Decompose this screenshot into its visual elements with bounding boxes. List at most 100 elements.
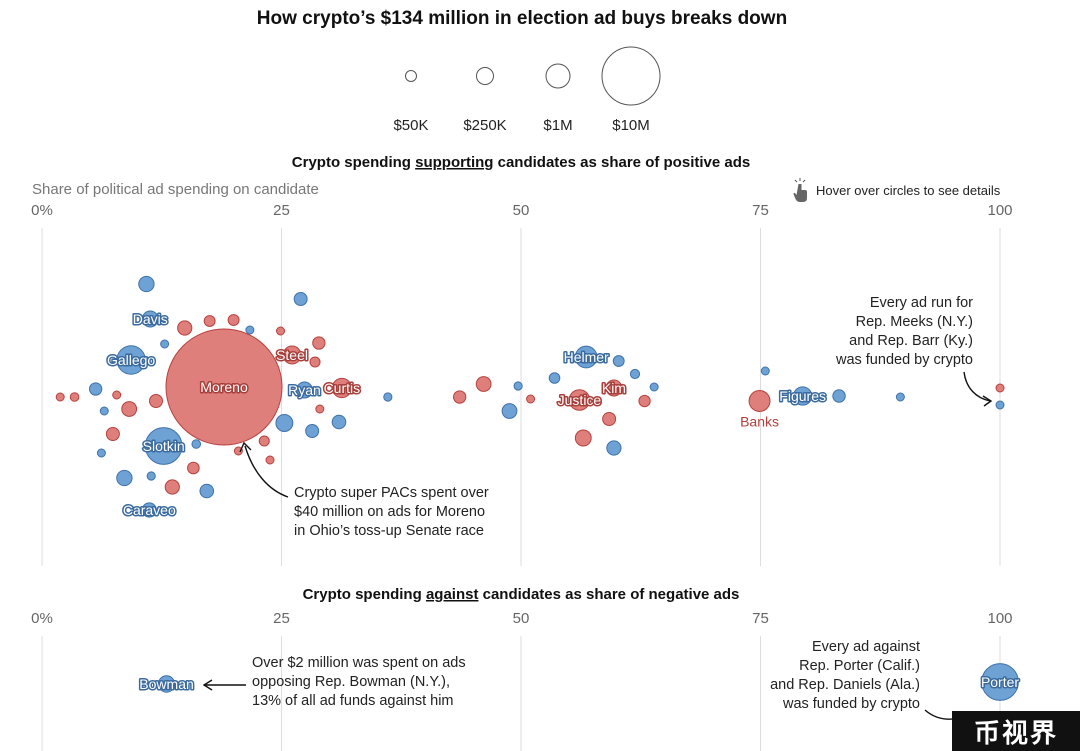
bubble-blue-14[interactable] [995,400,1005,410]
bubble-red-27[interactable] [149,394,163,408]
bubble-davis[interactable] [141,310,159,328]
bubble-red-26[interactable] [121,401,138,417]
bubble-blue-62[interactable] [832,389,846,403]
bubble-curtis[interactable] [331,377,352,399]
chart-title: How crypto’s $134 million in election ad… [257,8,787,29]
bubble-red-38[interactable] [265,455,275,465]
bubble-blue-61[interactable] [760,366,770,376]
annotation-bowman-line-1: Over $2 million was spent on ads [252,655,466,671]
annotation-moreno-line-2: $40 million on ads for Moreno [294,504,485,520]
bubble-red-42[interactable] [309,356,321,368]
bubble-red-57[interactable] [638,394,651,408]
bubble-label-davis: Davis [133,311,168,327]
bubble-label-porter: Porter [981,674,1019,690]
bubble-red-52[interactable] [526,394,536,404]
bubble-blue-47[interactable] [383,392,393,402]
bubble-blue-19[interactable] [245,325,255,335]
annotation-meeks-barr-arrowhead [982,395,993,407]
annotation-bowman-line-3: 13% of all ad funds against him [252,693,454,709]
bubble-blue-33[interactable] [146,471,156,481]
bubble-red-22[interactable] [69,392,80,402]
bubble-blue-46[interactable] [331,414,347,430]
bubble-blue-54[interactable] [612,355,625,367]
bubble-red-45[interactable] [315,404,325,414]
bubble-red-49[interactable] [475,376,492,392]
bubble-blue-56[interactable] [649,382,659,392]
bubble-porter[interactable] [981,663,1019,701]
bubble-red-37[interactable] [258,435,270,447]
bubble-label-slotkin: Slotkin [143,438,185,454]
bubble-blue-32[interactable] [116,469,133,487]
bubble-blue-63[interactable] [895,392,905,402]
bubble-label-curtis: Curtis [324,380,361,396]
bubble-blue-40[interactable] [293,292,308,306]
annotation-porter-daniels-line-1: Every ad against [812,639,920,655]
bubble-blue-21[interactable] [88,382,103,396]
panel-against-bubbles [157,663,1019,701]
bubble-bowman[interactable] [157,675,176,693]
bubble-figures[interactable] [792,386,813,406]
bubble-blue-44[interactable] [305,424,320,438]
bubble-red-48[interactable] [453,390,467,404]
size-legend-circle-250k [476,67,494,85]
bubble-moreno[interactable] [165,328,283,446]
bubble-red-41[interactable] [312,336,326,350]
bubble-ryan[interactable] [296,381,313,399]
bubble-blue-55[interactable] [629,368,641,380]
annotation-moreno-line-3: in Ohio’s toss-up Senate race [294,523,484,539]
panel-supporting-bubbles [55,275,1005,518]
bubble-red-28[interactable] [105,427,120,441]
annotation-bowman: Over $2 million was spent on ads opposin… [202,655,466,709]
annotation-bowman-arrowhead [202,679,213,691]
bubble-red-34[interactable] [164,479,180,495]
bubble-blue-20[interactable] [160,339,170,349]
bubble-kim[interactable] [605,379,623,397]
bubble-red-25[interactable] [112,390,122,400]
annotation-porter-daniels: Every ad against Rep. Porter (Calif.) an… [770,639,961,720]
bubble-red-13[interactable] [995,383,1005,393]
annotation-meeks-barr-arrow [963,371,991,402]
size-legend-circle-50k [405,70,417,82]
bubble-blue-15[interactable] [138,275,155,293]
annotation-moreno-line-1: Crypto super PACs spent over [294,485,489,501]
x-tick-label-75: 75 [752,202,769,219]
bubble-blue-30[interactable] [191,439,202,449]
bubble-blue-29[interactable] [96,448,106,458]
bubble-red-36[interactable] [233,446,243,456]
bubble-blue-53[interactable] [548,372,561,384]
size-legend-label-250k: $250K [463,117,506,134]
bubble-red-23[interactable] [55,392,65,402]
bubble-justice[interactable] [568,389,591,411]
bubble-steel[interactable] [282,345,302,365]
annotation-moreno-arrow [244,445,289,498]
bubble-label-figures: Figures [779,388,826,404]
panel-against: Crypto spending against candidates as sh… [31,586,1021,751]
subtitle-part: Crypto spending [292,154,415,171]
bubble-red-58[interactable] [602,412,617,426]
bubble-banks[interactable] [748,390,771,412]
bubble-red-39[interactable] [276,326,286,336]
bubble-red-16[interactable] [177,320,193,336]
bubble-blue-60[interactable] [606,440,622,456]
bubble-label-moreno: Moreno [200,379,248,395]
bubble-helmer[interactable] [574,345,598,369]
subtitle-part: Crypto spending [303,586,426,603]
panel-supporting-subtitle: Crypto spending supporting candidates as… [292,154,750,171]
bubble-gallego[interactable] [116,345,146,375]
bubble-red-59[interactable] [574,429,592,447]
bubble-blue-35[interactable] [199,483,215,499]
bubble-red-17[interactable] [203,315,216,327]
bubble-red-18[interactable] [227,314,240,326]
annotation-porter-daniels-line-4: was funded by crypto [782,696,920,712]
bubble-blue-51[interactable] [501,403,518,419]
bubble-blue-43[interactable] [275,414,294,432]
bubble-red-31[interactable] [187,461,200,475]
bubble-blue-50[interactable] [513,381,523,391]
bubble-slotkin[interactable] [144,427,183,465]
bubble-label-justice: Justice [558,392,602,408]
x-tick-label-25: 25 [273,202,290,219]
x-tick-label-100: 100 [987,610,1012,627]
bubble-caraveo[interactable] [141,502,157,518]
size-legend-label-10m: $10M [612,117,650,134]
bubble-blue-24[interactable] [99,406,109,416]
